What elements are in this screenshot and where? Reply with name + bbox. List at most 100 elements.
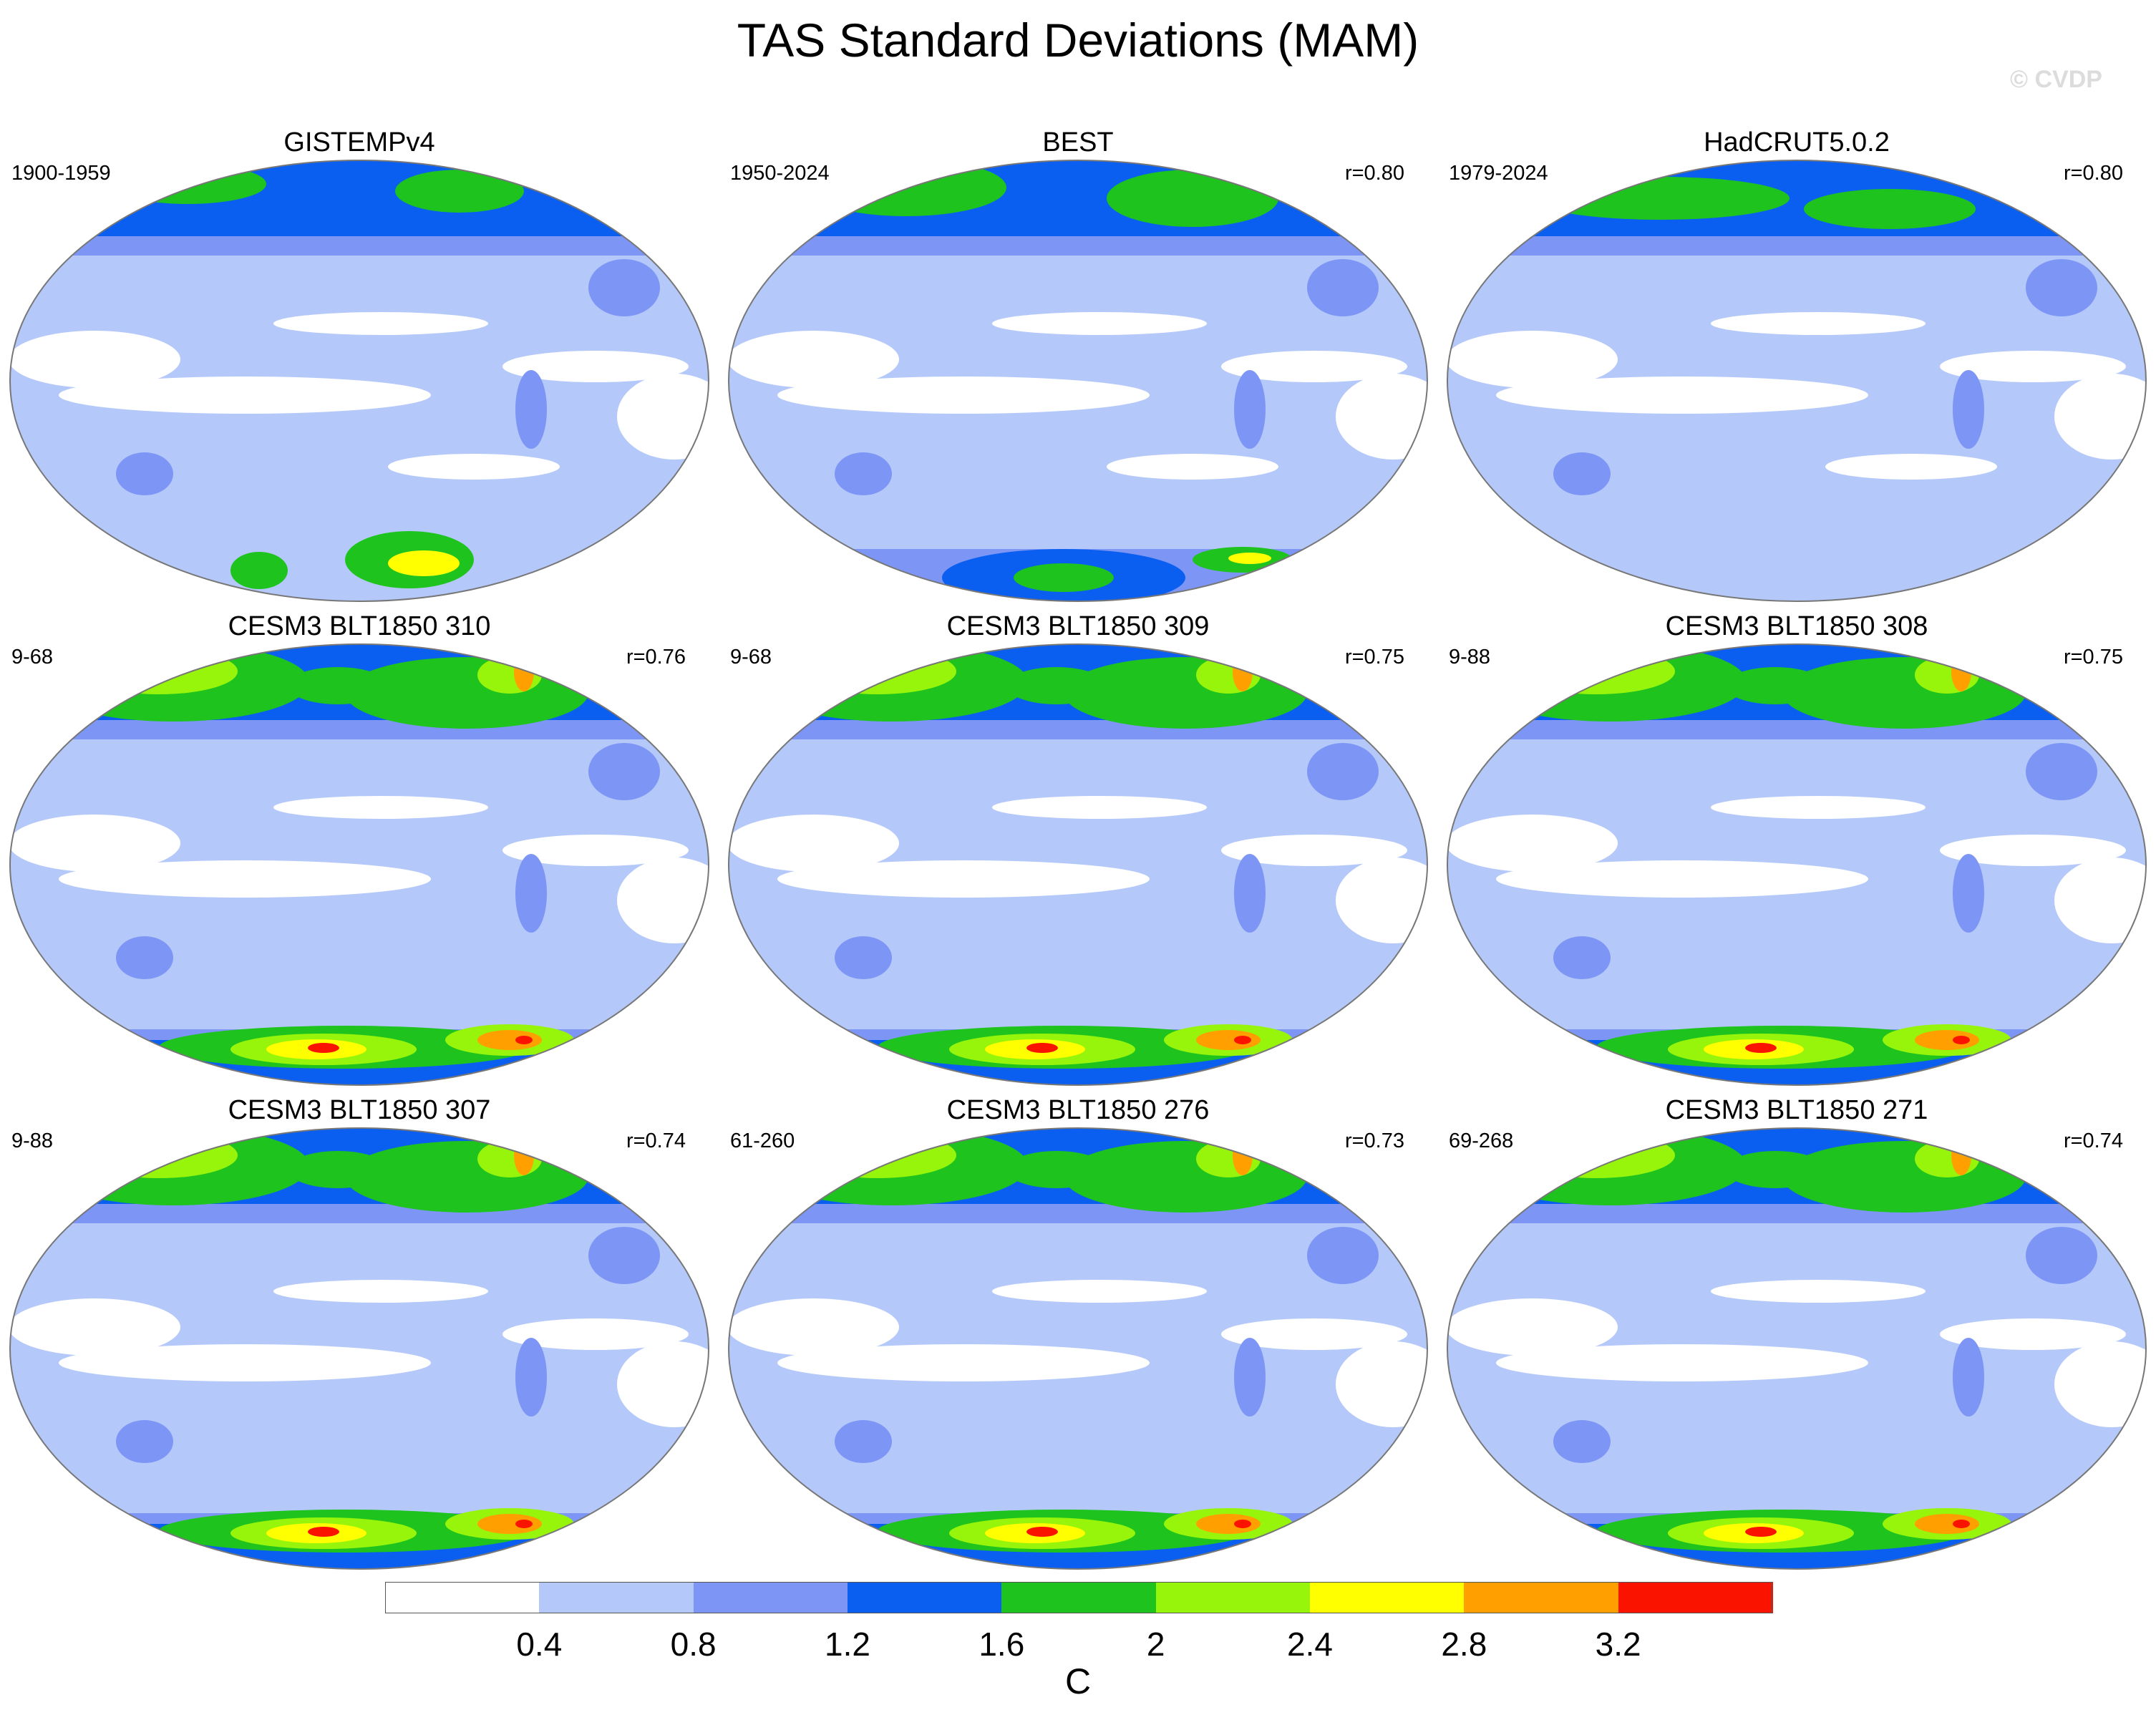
field-below-0.4 (1221, 1318, 1407, 1350)
field-2.4-2.8 (102, 651, 188, 677)
field-2.0-2.4 (827, 170, 885, 190)
panel-2: BEST 1950-2024 r=0.80 (719, 127, 1437, 621)
field-below-0.4 (777, 1344, 1150, 1381)
field-1.6-2.0 (1725, 1151, 1825, 1188)
panel-9: CESM3 BLT1850 271 69-268 r=0.74 (1437, 1095, 2156, 1589)
field-1.6-2.0 (288, 667, 388, 704)
colorbar-swatch (539, 1582, 694, 1613)
map-panel-6 (1447, 643, 2147, 1086)
field-below-0.4 (777, 376, 1150, 414)
field-above-3.2 (515, 1036, 533, 1044)
panel-correlation: r=0.74 (2063, 1129, 2123, 1152)
colorbar-tick-label: 2.4 (1287, 1626, 1333, 1663)
field-below-0.4 (1496, 376, 1868, 414)
field-0.8-1.2 (1234, 854, 1266, 933)
map-outline (9, 160, 709, 602)
colorbar (385, 1582, 1773, 1615)
panel-period: 9-88 (11, 1129, 54, 1152)
field-2.4-2.8 (820, 651, 906, 677)
panel-period: 69-268 (1449, 1129, 1514, 1152)
colorbar-swatch (693, 1582, 848, 1613)
field-1.6-2.0 (230, 552, 288, 589)
field-below-0.4 (1447, 331, 1618, 388)
panel-period: 9-68 (11, 646, 54, 669)
field-0.8-1.2 (1553, 936, 1611, 979)
field-0.8-1.2 (1307, 1227, 1379, 1284)
map-outline (1447, 160, 2147, 602)
field-above-3.2 (1953, 1036, 1970, 1044)
panel-title: CESM3 BLT1850 310 (228, 611, 491, 641)
field-below-0.4 (729, 815, 899, 872)
panel-title: CESM3 BLT1850 307 (228, 1095, 491, 1125)
panel-correlation: r=0.80 (1344, 162, 1404, 185)
field-above-3.2 (308, 1043, 339, 1053)
field-0.8-1.2 (515, 854, 547, 933)
field-0.8-1.2 (515, 1338, 547, 1417)
field-above-3.2 (1258, 656, 1284, 670)
field-0.8-1.2 (116, 452, 173, 495)
figure-title: TAS Standard Deviations (MAM) (737, 14, 1419, 67)
field-2.8-3.2 (1549, 1138, 1586, 1151)
colorbar-tick-label: 2.8 (1441, 1626, 1487, 1663)
colorbar-swatch (848, 1582, 1003, 1613)
field-below-0.4 (10, 815, 180, 872)
field-below-0.4 (1221, 835, 1407, 866)
field-below-0.4 (1496, 860, 1868, 898)
colorbar-tick-label: 0.4 (516, 1626, 563, 1663)
field-1.6-2.0 (1006, 667, 1107, 704)
field-2.0-2.4 (80, 648, 238, 694)
field-0.8-1.2 (835, 936, 892, 979)
field-0.8-1.2 (116, 936, 173, 979)
panel-title: GISTEMPv4 (283, 127, 435, 157)
field-2.0-2.4 (1518, 648, 1675, 694)
colorbar-swatch (385, 1582, 540, 1613)
field-2.0-2.4 (799, 1132, 956, 1178)
panel-title: CESM3 BLT1850 309 (946, 611, 1210, 641)
panel-period: 1900-1959 (11, 162, 111, 185)
field-below-0.4 (777, 860, 1150, 898)
field-below-0.4 (502, 351, 689, 382)
field-below-0.4 (59, 376, 431, 414)
field-below-0.4 (1711, 1280, 1926, 1303)
panel-3: HadCRUT5.0.2 1979-2024 r=0.80 (1437, 127, 2156, 621)
colorbar-units: C (1064, 1661, 1092, 1701)
field-below-0.4 (1447, 815, 1618, 872)
field-0.8-1.2 (2026, 1227, 2097, 1284)
field-below-0.4 (1825, 454, 1997, 480)
panel-period: 1979-2024 (1449, 162, 1548, 185)
field-0.8-1.2 (1553, 1420, 1611, 1463)
field-0.8-1.2 (116, 1420, 173, 1463)
field-2.8-3.2 (1915, 1030, 1979, 1050)
field-0.8-1.2 (2026, 743, 2097, 800)
field-2.4-2.8 (1539, 1135, 1625, 1161)
field-2.0-2.4 (799, 648, 956, 694)
panel-correlation: r=0.73 (1344, 1129, 1404, 1152)
map-outline (9, 643, 709, 1086)
field-2.0-2.4 (80, 1132, 238, 1178)
field-above-3.2 (1745, 1527, 1777, 1537)
panel-correlation: r=0.75 (2063, 646, 2123, 669)
field-below-0.4 (273, 1280, 488, 1303)
colorbar-frame (385, 1582, 1772, 1613)
field-above-3.2 (1745, 1043, 1777, 1053)
field-above-3.2 (1026, 1043, 1058, 1053)
field-2.8-3.2 (1915, 1514, 1979, 1534)
map-panel-1 (9, 160, 709, 602)
map-panel-7 (9, 1127, 709, 1570)
field-2.8-3.2 (112, 1138, 149, 1151)
field-2.4-2.8 (1228, 553, 1271, 564)
field-2.4-2.8 (102, 1135, 188, 1161)
field-2.8-3.2 (1233, 1135, 1253, 1175)
field-0.8-1.2 (588, 259, 660, 316)
field-above-3.2 (540, 1140, 565, 1154)
field-2.0-2.4 (1518, 1132, 1675, 1178)
panel-correlation: r=0.76 (626, 646, 686, 669)
field-below-0.4 (992, 312, 1207, 335)
panel-correlation: r=0.74 (626, 1129, 686, 1152)
field-2.8-3.2 (1233, 651, 1253, 691)
field-above-3.2 (515, 1520, 533, 1528)
field-0.8-1.2 (1953, 854, 1984, 933)
panel-4: CESM3 BLT1850 310 9-68 r=0.76 (0, 611, 719, 1105)
field-below-0.4 (1940, 1318, 2126, 1350)
field-1.6-2.0 (109, 164, 266, 204)
